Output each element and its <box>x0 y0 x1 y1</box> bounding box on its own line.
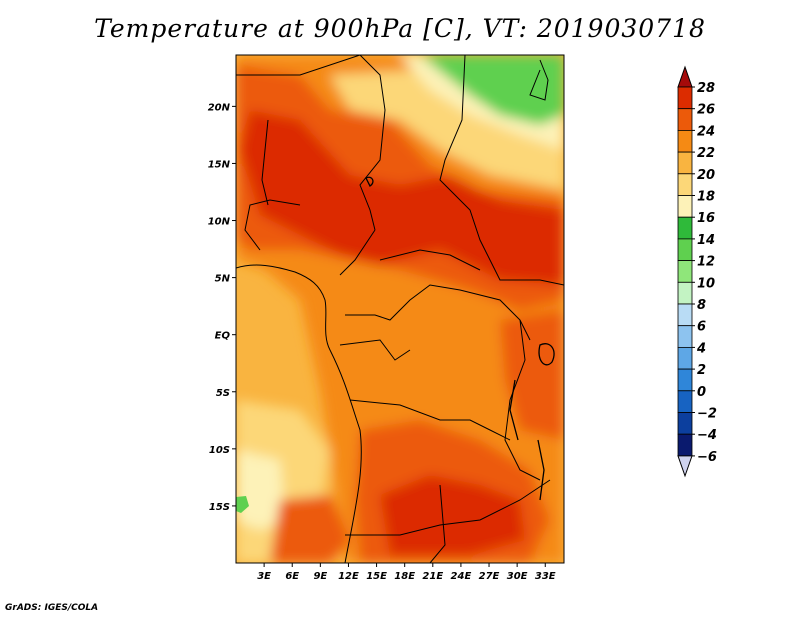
colorbar-bin <box>677 151 693 175</box>
lake-malawi <box>537 439 545 501</box>
border-drc-angola <box>349 399 511 441</box>
x-tick-label: 24E <box>451 571 472 582</box>
colorbar-label: 28 <box>697 81 715 96</box>
colorbar-label: 26 <box>697 103 715 118</box>
x-tick-label: 33E <box>535 571 556 582</box>
field-band-24-26-southwest <box>270 495 350 563</box>
colorbar-label: 20 <box>697 168 715 183</box>
colorbar-bin <box>677 260 693 283</box>
lake-chad <box>365 176 374 187</box>
y-tick-label: 15N <box>208 159 231 170</box>
colorbar-label: 18 <box>697 190 715 205</box>
colorbar-label: −2 <box>697 407 717 422</box>
lake-victoria <box>538 343 555 366</box>
y-tick-label: 10N <box>208 217 231 228</box>
temperature-field <box>236 55 564 563</box>
colorbar-bin <box>677 368 693 392</box>
colorbar-label: 24 <box>697 124 715 139</box>
colorbar-bin <box>677 412 693 435</box>
colorbar-bin <box>677 86 693 110</box>
colorbar-label: 10 <box>697 276 715 291</box>
y-tick-label: 5N <box>215 274 231 285</box>
colorbar-bin <box>677 173 693 196</box>
field-band-16-18-southwest <box>236 450 285 530</box>
colorbar-bin <box>677 346 693 370</box>
y-tick-label: 5S <box>216 388 230 399</box>
border-namibia-zambia <box>345 479 551 536</box>
colorbar-bin <box>677 129 693 153</box>
colorbar-bin <box>677 195 693 218</box>
field-band-24-26-east <box>500 310 564 440</box>
chart-title: Temperature at 900hPa [C], VT: 201903071… <box>94 14 706 43</box>
border-angola-zambia <box>429 484 446 563</box>
plot-frame <box>235 54 565 564</box>
x-tick-label: 12E <box>338 571 359 582</box>
field-band-26-28-angola <box>380 475 525 555</box>
lake-tanganyika <box>509 379 519 441</box>
colorbar-extend-top <box>677 65 693 88</box>
colorbar-bin <box>677 433 693 457</box>
border-car-north <box>379 249 481 271</box>
colorbar-extend-bottom <box>677 455 693 478</box>
colorbar-bin <box>677 303 693 327</box>
colorbar-label: 4 <box>696 341 706 356</box>
border-gabon <box>339 339 411 361</box>
field-band-12-14-north <box>420 55 564 125</box>
field-cool-patch-southwest <box>236 496 249 513</box>
colorbar-label: 8 <box>697 298 706 313</box>
border-west-1 <box>244 199 301 251</box>
coastline-west <box>236 264 362 563</box>
colorbar-bin <box>677 281 693 305</box>
x-tick-label: 21E <box>422 571 443 582</box>
border-north-1 <box>236 55 361 76</box>
colorbar-label: 16 <box>697 211 715 226</box>
colorbar-label: 6 <box>697 320 706 335</box>
colorbar-bin <box>677 390 693 413</box>
colorbar-label: −4 <box>697 428 717 443</box>
colorbar-label: 12 <box>697 255 715 270</box>
border-rift <box>504 319 541 481</box>
map-boundaries <box>236 55 564 563</box>
field-band-26-28-sahel <box>240 110 564 285</box>
colorbar-label: 2 <box>697 363 706 378</box>
colorbar-label: 14 <box>697 233 715 248</box>
x-axis: 3E 6E 9E 12E 15E 18E 21E 24E 27E 30E 33E <box>257 563 556 582</box>
x-tick-label: 30E <box>507 571 528 582</box>
colorbar-bin <box>677 108 693 131</box>
border-cameroon <box>339 229 376 276</box>
x-tick-label: 15E <box>366 571 387 582</box>
x-tick-label: 18E <box>394 571 415 582</box>
y-tick-label: 10S <box>209 445 230 456</box>
colorbar-label: 22 <box>697 146 715 161</box>
border-sudan <box>439 55 564 286</box>
colorbar-bin <box>677 216 693 240</box>
colorbar-bin <box>677 325 693 348</box>
x-tick-label: 27E <box>479 571 500 582</box>
lakes <box>365 176 555 501</box>
y-tick-label: 15S <box>209 502 230 513</box>
colorbar-label: 0 <box>697 385 706 400</box>
x-tick-label: 6E <box>285 571 299 582</box>
y-tick-label: EQ <box>215 331 231 342</box>
y-axis: 20N 15N 10N 5N EQ 5S 10S 15S <box>208 102 236 513</box>
colorbar-label: −6 <box>697 450 717 465</box>
x-tick-label: 9E <box>313 571 327 582</box>
border-congo-north <box>345 284 531 341</box>
border-west-2 <box>261 119 269 206</box>
y-tick-label: 20N <box>208 102 231 113</box>
border-chad-niger <box>359 55 386 231</box>
grads-credit: GrADS: IGES/COLA <box>5 603 99 613</box>
colorbar-bin <box>677 238 693 261</box>
x-tick-label: 3E <box>257 571 271 582</box>
coast-red-sea <box>529 59 549 101</box>
